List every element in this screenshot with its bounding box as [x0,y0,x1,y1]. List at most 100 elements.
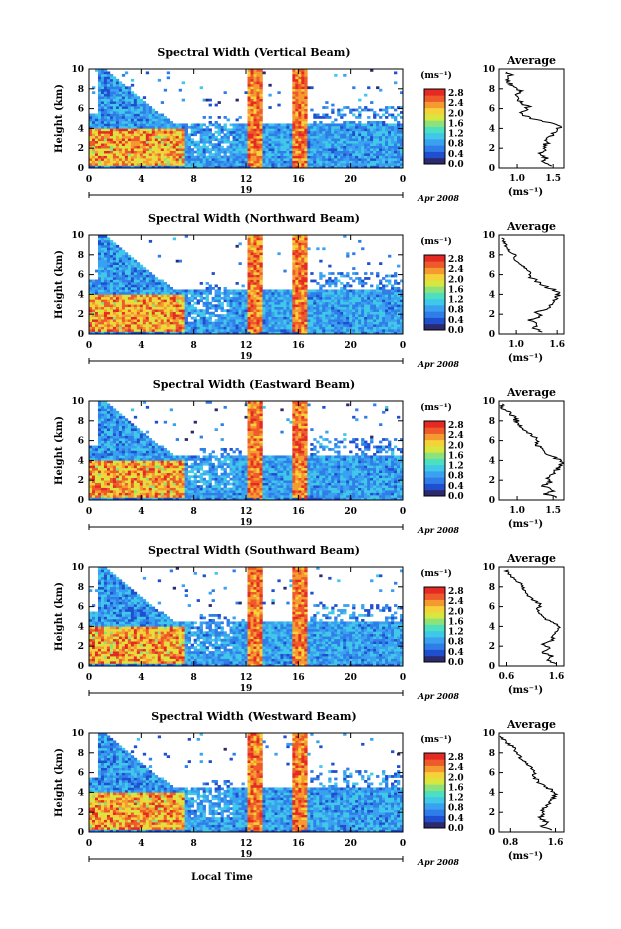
heatmap-cell [136,267,141,270]
heatmap-cell [292,148,296,151]
heatmap-cell [127,309,132,313]
heatmap-cell [115,284,120,288]
heatmap-cell [208,301,212,305]
heatmap-cell [322,306,326,310]
heatmap-cell [232,304,236,308]
heatmap-cell [247,81,251,85]
heatmap-cell [106,267,111,270]
heatmap-cell [196,299,200,303]
heatmap-cell [190,153,194,156]
heatmap-cell [268,299,272,303]
heatmap-cell [235,138,239,142]
heatmap-cell [268,331,272,335]
heatmap-cell [334,148,338,151]
heatmap-cell [292,257,296,261]
heatmap-cell [277,319,281,322]
heatmap-cell [91,150,96,154]
heatmap-cell [358,130,362,134]
heatmap-cell [97,254,102,258]
heatmap-cell [97,88,102,92]
heatmap-cell [322,148,326,151]
heatmap-cell [157,324,162,327]
heatmap-cell [310,160,314,164]
heatmap-cell [208,148,212,151]
heatmap-cell [157,120,162,124]
heatmap-cell [340,272,344,275]
heatmap-cell [328,304,332,308]
heatmap-cell [355,296,359,300]
heatmap-cell [217,158,221,161]
heatmap-cell [232,291,236,295]
heatmap-cell [106,304,111,308]
heatmap-cell [382,150,386,154]
heatmap-cell [301,88,305,92]
heatmap-cell [358,128,362,132]
heatmap-cell [121,306,126,310]
heatmap-cell [328,291,332,295]
heatmap-cell [97,138,102,142]
heatmap-cell [91,296,96,300]
heatmap-cell [265,314,269,317]
heatmap-cell [298,296,302,300]
heatmap-cell [298,316,302,320]
heatmap-cell [136,116,141,119]
heatmap-cell [166,319,171,322]
heatmap-cell [127,113,132,117]
heatmap-cell [355,150,359,154]
heatmap-cell [358,294,362,298]
heatmap-cell [139,269,144,273]
heatmap-cell [358,301,362,305]
heatmap-cell [106,254,111,258]
heatmap-cell [244,314,248,317]
heatmap-cell [304,316,308,320]
heatmap-cell [103,128,108,132]
heatmap-cell [337,309,341,313]
heatmap-cell [172,135,177,139]
heatmap-cell [208,326,212,330]
heatmap-cell [100,96,105,99]
heatmap-cell [262,135,266,139]
heatmap-cell [349,133,353,137]
heatmap-cell [103,254,108,258]
heatmap-cell [382,331,386,335]
heatmap-cell [271,299,275,303]
heatmap-cell [115,252,120,256]
heatmap-cell [97,294,102,298]
heatmap-cell [364,106,368,109]
heatmap-cell [94,145,99,149]
heatmap-cell [301,262,305,265]
heatmap-cell [115,282,120,285]
heatmap-cell [361,150,365,154]
heatmap-cell [394,143,398,147]
heatmap-cell [118,113,123,117]
heatmap-cell [118,296,123,300]
heatmap-cell [202,326,206,330]
heatmap-cell [301,158,305,161]
heatmap-cell [133,133,138,137]
heatmap-cell [154,128,159,132]
heatmap-cell [250,98,254,102]
heatmap-cell [304,118,308,122]
heatmap-cell [322,294,326,298]
heatmap-cell [331,272,335,275]
heatmap-cell [253,140,257,144]
heatmap-cell [124,267,129,270]
heatmap-cell [160,324,165,327]
heatmap-cell [298,145,302,149]
heatmap-cell [298,309,302,313]
heatmap-cell [280,160,284,164]
heatmap-cell [370,123,374,127]
heatmap-cell [202,116,206,119]
heatmap-cell [163,163,168,166]
heatmap-cell [268,324,272,327]
heatmap-cell [229,148,233,151]
heatmap-cell [169,331,174,335]
heatmap-cell [358,163,362,166]
heatmap-cell [289,160,293,164]
heatmap-cell [100,130,105,134]
heatmap-cell [178,321,182,325]
heatmap-cell [256,128,260,132]
heatmap-cell [190,158,194,161]
heatmap-cell [319,306,323,310]
heatmap-cell [193,294,197,298]
